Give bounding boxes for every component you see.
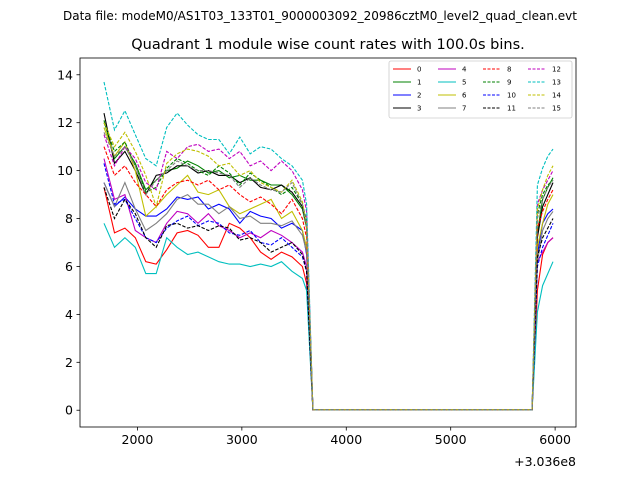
- legend-label: 1: [417, 79, 421, 87]
- legend-label: 9: [507, 79, 511, 87]
- series-line-10: [103, 163, 554, 411]
- y-tick-label: 2: [65, 355, 73, 370]
- legend-item-6: 6: [438, 92, 467, 100]
- x-tick-label: 3000: [226, 432, 258, 447]
- legend-item-14: 14: [528, 92, 561, 100]
- legend-label: 10: [507, 92, 516, 100]
- y-tick-label: 8: [65, 211, 73, 226]
- legend-label: 11: [507, 105, 516, 113]
- legend-item-11: 11: [483, 105, 516, 113]
- legend-frame: [388, 60, 573, 119]
- suptitle: Data file: modeM0/AS1T03_133T01_90000030…: [63, 9, 577, 23]
- legend-label: 4: [462, 66, 467, 74]
- y-tick-label: 6: [65, 259, 73, 274]
- legend-item-2: 2: [393, 92, 421, 100]
- y-tick-label: 12: [57, 115, 73, 130]
- x-tick-label: 5000: [435, 432, 467, 447]
- legend-item-4: 4: [438, 66, 467, 74]
- legend-item-7: 7: [438, 105, 466, 113]
- legend-label: 13: [552, 79, 561, 87]
- legend-label: 3: [417, 105, 421, 113]
- series-line-15: [103, 132, 554, 411]
- legend-item-15: 15: [528, 105, 561, 113]
- legend-label: 15: [552, 105, 561, 113]
- legend-label: 2: [417, 92, 421, 100]
- legend-label: 7: [462, 105, 466, 113]
- legend-item-1: 1: [393, 79, 421, 87]
- legend-label: 8: [507, 66, 511, 74]
- legend-item-13: 13: [528, 79, 561, 87]
- x-tick-label: 2000: [122, 432, 154, 447]
- legend-item-8: 8: [483, 66, 511, 74]
- y-tick-label: 4: [65, 307, 73, 322]
- legend-label: 14: [552, 92, 561, 100]
- chart-title: Quadrant 1 module wise count rates with …: [131, 37, 525, 53]
- y-tick-label: 0: [65, 403, 73, 418]
- legend-item-3: 3: [393, 105, 421, 113]
- legend-label: 12: [552, 66, 561, 74]
- legend-item-12: 12: [528, 66, 561, 74]
- legend-item-0: 0: [393, 66, 421, 74]
- legend-label: 0: [417, 66, 421, 74]
- legend-item-9: 9: [483, 79, 511, 87]
- x-tick-label: 6000: [539, 432, 571, 447]
- legend-label: 5: [462, 79, 466, 87]
- series-line-14: [103, 122, 554, 411]
- x-tick-label: 4000: [330, 432, 362, 447]
- plot-frame: [79, 57, 577, 428]
- y-tick-label: 10: [57, 163, 73, 178]
- legend-item-10: 10: [483, 92, 516, 100]
- y-tick-label: 14: [57, 67, 73, 82]
- series-layer: [103, 81, 554, 411]
- series-line-11: [103, 187, 554, 411]
- legend-label: 6: [462, 92, 467, 100]
- x-offset-label: +3.036e8: [514, 454, 576, 469]
- legend-item-5: 5: [438, 79, 466, 87]
